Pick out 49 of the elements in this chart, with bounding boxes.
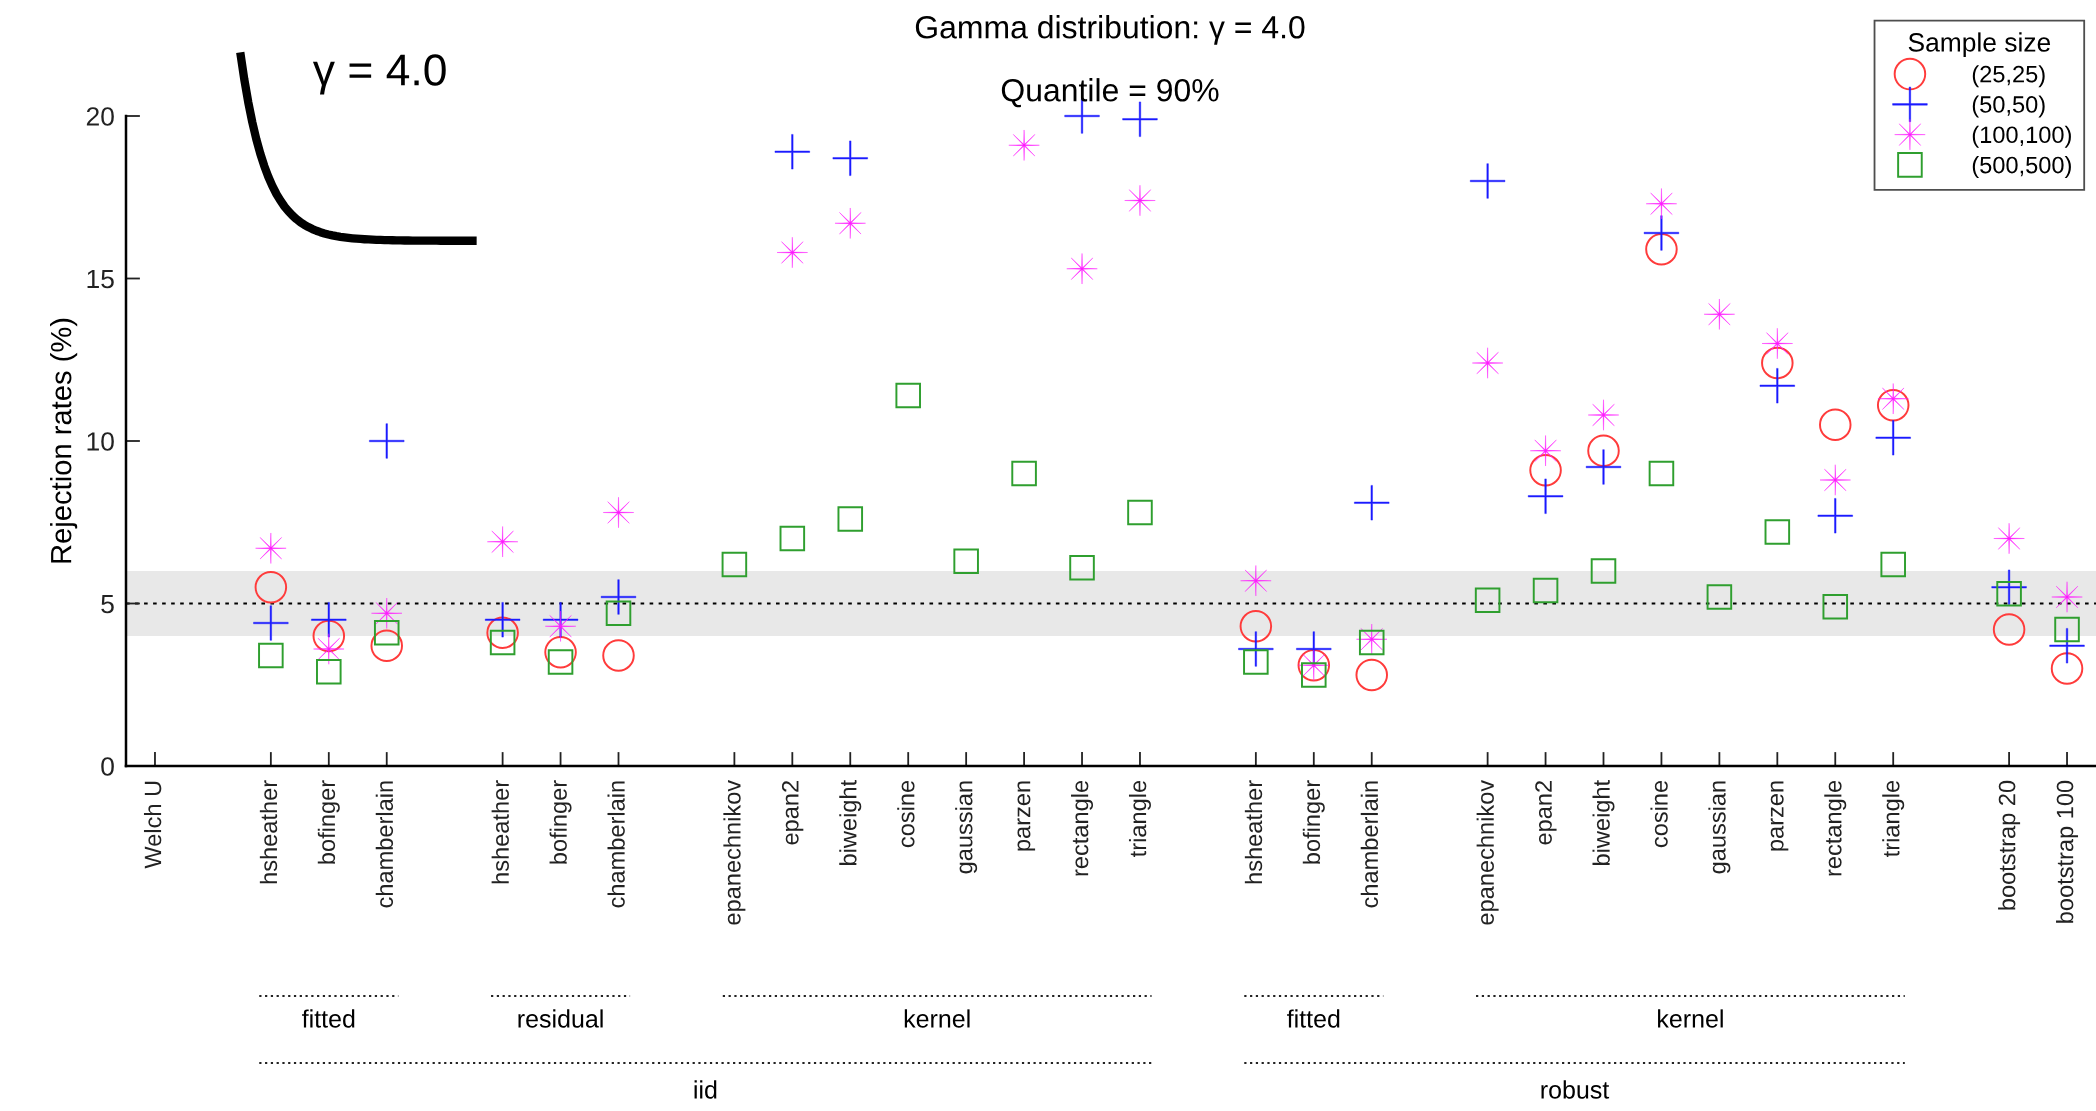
x-tick-label: bofinger xyxy=(1302,780,1325,864)
y-tick-label: 10 xyxy=(87,432,114,451)
x-tick-label: triangle xyxy=(1128,780,1151,857)
x-tick-label: bofinger xyxy=(549,780,572,864)
x-tick-label: gaussian xyxy=(1708,781,1731,874)
x-tick-label: epanechnikov xyxy=(1476,779,1499,925)
x-tick-label: epan2 xyxy=(1535,781,1557,845)
x-tick-label: chamberlain xyxy=(375,781,394,908)
y-tick-label: 0 xyxy=(101,757,114,776)
text: iid xyxy=(694,1080,717,1099)
x-tick-label: gaussian xyxy=(955,781,978,874)
legend-label: (100,100) xyxy=(1972,125,2071,148)
x-tick-label: bootstrap 20 xyxy=(1998,780,2021,910)
text: fitted xyxy=(1287,1009,1340,1028)
x-tick-label: biweight xyxy=(1592,780,1615,865)
x-tick-label: chamberlain xyxy=(607,781,625,908)
x-tick-label: Welch U xyxy=(143,781,162,869)
x-tick-label: hsheather xyxy=(259,780,278,884)
x-tick-label: hsheather xyxy=(1244,780,1263,884)
y-axis-title: Rejection rates (%) xyxy=(50,318,78,563)
x-tick-label: epan2 xyxy=(781,781,804,845)
x-tick-label: rectangle xyxy=(1824,780,1847,876)
text: kernel xyxy=(1658,1009,1723,1028)
x-tick-label: cosine xyxy=(1650,780,1668,848)
y-tick-label: 20 xyxy=(86,107,114,126)
chart-subtitle: Quantile = 90% xyxy=(1001,78,1219,108)
y-tick-label: 15 xyxy=(87,269,114,289)
text: residual xyxy=(518,1009,603,1028)
x-tick-label: parzen xyxy=(1770,781,1789,851)
legend-title: Sample size xyxy=(1908,32,2051,57)
x-tick-label: triangle xyxy=(1882,780,1905,857)
x-tick-label: bootstrap 100 xyxy=(2056,780,2079,923)
x-tick-label: chamberlain xyxy=(1360,781,1379,908)
legend-label: (25,25) xyxy=(1972,65,2045,88)
legend-label: (500,500) xyxy=(1972,156,2071,179)
x-tick-label: epanechnikov xyxy=(723,779,746,925)
x-tick-label: cosine xyxy=(897,780,915,848)
x-tick-label: biweight xyxy=(839,780,862,865)
y-tick-label: 5 xyxy=(101,594,114,614)
x-tick-label: bofinger xyxy=(317,780,340,864)
x-tick-label: parzen xyxy=(1017,781,1036,851)
text: robust xyxy=(1541,1080,1610,1099)
x-tick-label: rectangle xyxy=(1071,780,1094,876)
chart-title: Gamma distribution: γ = 4.0 xyxy=(915,15,1305,45)
text: kernel xyxy=(904,1009,970,1028)
text: fitted xyxy=(302,1009,355,1028)
legend-label: (50,50) xyxy=(1972,95,2045,118)
x-tick-label: hsheather xyxy=(491,780,509,884)
text: γ = 4.0 xyxy=(312,54,446,95)
